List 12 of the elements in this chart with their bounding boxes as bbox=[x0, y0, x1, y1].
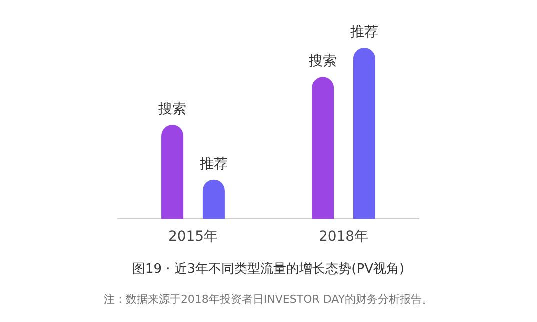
x-tick-label: 2018年 bbox=[318, 229, 369, 246]
text: 推荐 bbox=[350, 24, 378, 41]
bar bbox=[162, 125, 184, 220]
series-label: 搜索 bbox=[158, 102, 187, 118]
text: 注：数据来源于2018年投资者日INVESTOR DAY的财务分析报告。 bbox=[102, 292, 434, 307]
bar bbox=[353, 48, 376, 220]
x-tick-label: 2015年 bbox=[168, 229, 218, 246]
text: 搜索 bbox=[309, 54, 338, 70]
bar bbox=[202, 180, 225, 220]
series-label: 推荐 bbox=[200, 156, 228, 172]
text: 图19 · 近3年不同类型流量的增长态势(PV视角) bbox=[131, 261, 406, 278]
bar bbox=[312, 77, 334, 220]
